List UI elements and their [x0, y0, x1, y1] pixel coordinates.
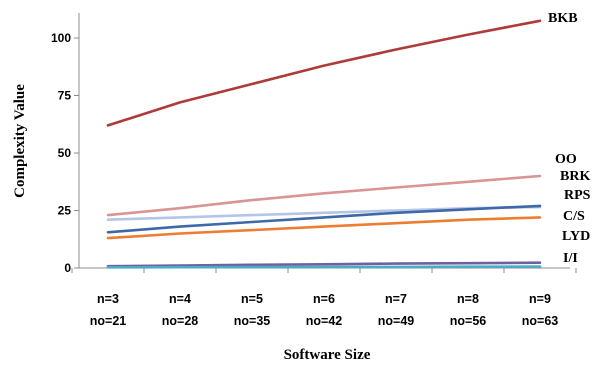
series-line-oo: [106, 174, 542, 217]
series-line-lyd: [106, 261, 542, 268]
y-tick-label: 75: [58, 89, 72, 103]
x-tick-label: n=3: [97, 292, 119, 306]
x-tick-label: no=28: [162, 314, 199, 328]
x-axis-ticks: n=3 no=21 n=4 no=28 n=5 no=35 n=6 no=42 n=7 no=49…: [71, 268, 577, 328]
series-label-i-i: I/I: [563, 251, 578, 266]
y-tick-label: 100: [51, 31, 71, 45]
y-tick-label: 50: [58, 146, 72, 160]
x-axis-title: Software Size: [284, 347, 371, 363]
x-tick-label: n=5: [241, 292, 263, 306]
x-tick-label: no=49: [378, 314, 415, 328]
y-axis-ticks: 0 25 50 75 100: [51, 31, 79, 275]
x-tick-label: n=7: [385, 292, 407, 306]
x-tick-label: no=63: [522, 314, 559, 328]
series-labels: BKB OO BRK RPS C/S LYD I/I: [548, 11, 591, 266]
y-tick-label: 25: [58, 204, 72, 218]
series-line-c-s: [106, 216, 542, 240]
series-line-rps: [106, 204, 542, 234]
series-label-oo: OO: [555, 152, 577, 167]
x-tick-label: no=21: [90, 314, 127, 328]
series-line-i-i: [106, 265, 542, 269]
x-tick-label: n=6: [313, 292, 335, 306]
series-label-bkb: BKB: [548, 11, 578, 26]
series-label-lyd: LYD: [562, 229, 590, 244]
x-tick-label: n=4: [169, 292, 191, 306]
x-tick-label: no=35: [234, 314, 271, 328]
y-tick-label: 0: [64, 261, 71, 275]
series-label-rps: RPS: [564, 188, 591, 203]
series-label-brk: BRK: [560, 169, 590, 184]
x-tick-label: n=9: [529, 292, 551, 306]
x-tick-label: n=8: [457, 292, 479, 306]
x-tick-label: no=42: [306, 314, 343, 328]
series-label-c-s: C/S: [563, 209, 585, 224]
series-lines: [106, 19, 542, 269]
series-line-bkb: [106, 19, 542, 127]
y-axis-title: Complexity Value: [12, 84, 28, 198]
x-tick-label: no=56: [450, 314, 487, 328]
